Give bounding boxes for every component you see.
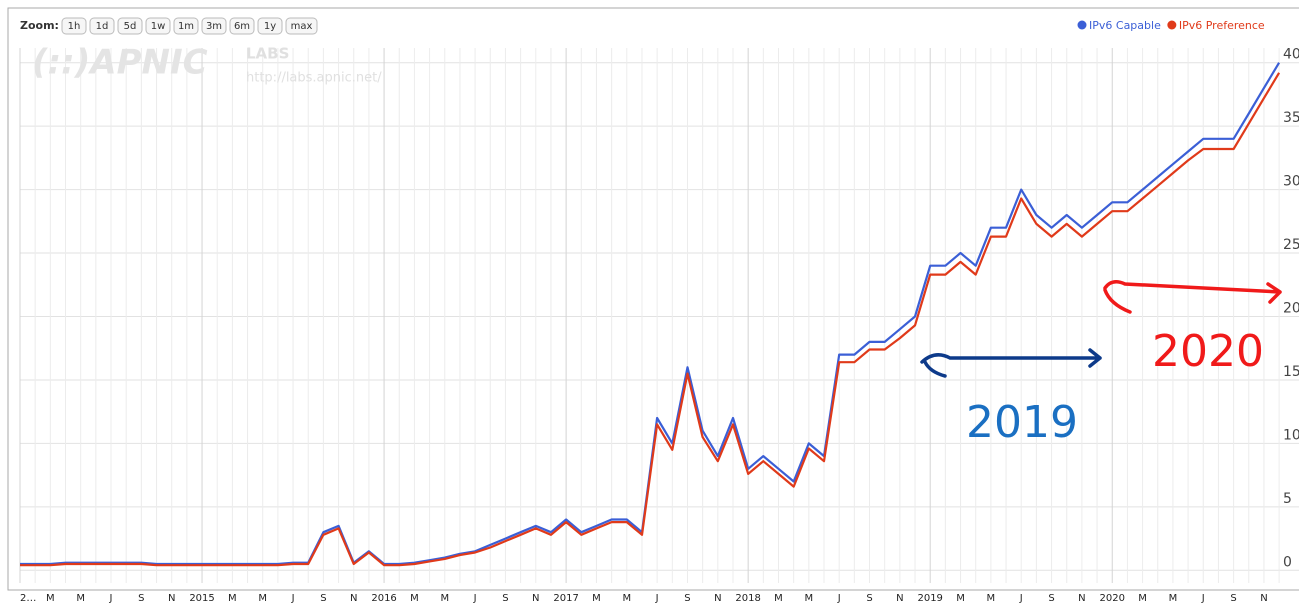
zoom-button[interactable]: 5d: [117, 17, 143, 35]
zoom-button-box: [285, 17, 318, 35]
legend-marker: [1077, 20, 1087, 30]
zoom-label: Zoom:: [20, 19, 59, 32]
zoom-button-box: [89, 17, 115, 35]
x-tick-label: N: [1078, 593, 1085, 604]
zoom-button[interactable]: 1d: [89, 17, 115, 35]
x-tick-label: N: [350, 593, 357, 604]
legend-label: IPv6 Preference: [1179, 19, 1265, 32]
x-tick-label: 2…: [20, 593, 36, 604]
x-tick-label: M: [774, 593, 783, 604]
x-tick-label: N: [532, 593, 539, 604]
x-tick-label: S: [1230, 593, 1236, 604]
chart-frame: [7, 7, 1299, 591]
x-tick-label: J: [1201, 593, 1205, 604]
x-tick-label: 2018: [735, 593, 760, 604]
zoom-button[interactable]: 1y: [257, 17, 283, 35]
x-tick-label: J: [837, 593, 841, 604]
zoom-button-box: [201, 17, 227, 35]
x-tick-label: M: [258, 593, 267, 604]
watermark-labs: LABS: [246, 45, 289, 63]
y-tick-label: 40: [1283, 47, 1299, 63]
zoom-button-label: 1w: [151, 21, 166, 32]
x-tick-label: 2016: [371, 593, 396, 604]
x-tick-label: S: [320, 593, 326, 604]
x-tick-label: M: [622, 593, 631, 604]
grid: 0 5 10 15 20 25 30 35 40 2… M M J S N 2015 M M J S N 2016 M M J S…: [19, 47, 1299, 604]
x-tick-label: N: [1260, 593, 1267, 604]
watermark-url: http://labs.apnic.net/: [246, 71, 382, 86]
y-tick-label: 10: [1283, 427, 1299, 443]
x-tick-label: 2019: [917, 593, 942, 604]
y-tick-label: 25: [1283, 237, 1299, 253]
zoom-button-label: 1d: [96, 21, 109, 32]
x-tick-label: S: [866, 593, 872, 604]
x-tick-label: S: [684, 593, 690, 604]
zoom-button[interactable]: 6m: [229, 17, 255, 35]
x-tick-label: J: [473, 593, 477, 604]
y-tick-label: 30: [1283, 174, 1299, 190]
y-tick-label: 5: [1283, 491, 1292, 507]
zoom-button-label: 3m: [206, 21, 222, 32]
zoom-button[interactable]: 3m: [201, 17, 227, 35]
x-tick-label: M: [592, 593, 601, 604]
x-tick-label: J: [291, 593, 295, 604]
zoom-button-label: 1m: [178, 21, 194, 32]
zoom-button-label: 1h: [68, 21, 81, 32]
zoom-button-label: 6m: [234, 21, 250, 32]
x-tick-label: M: [410, 593, 419, 604]
x-tick-label: M: [987, 593, 996, 604]
x-tick-label: 2020: [1100, 593, 1125, 604]
zoom-button-box: [229, 17, 255, 35]
x-tick-label: J: [109, 593, 113, 604]
zoom-button-label: max: [291, 21, 313, 32]
annotation: 2019: [966, 397, 1078, 448]
zoom-button[interactable]: 1m: [173, 17, 199, 35]
y-tick-label: 0: [1283, 554, 1292, 570]
zoom-button-box: [61, 17, 87, 35]
x-tick-label: S: [138, 593, 144, 604]
x-tick-label: N: [714, 593, 721, 604]
plot: [20, 62, 1281, 567]
x-tick-label: S: [502, 593, 508, 604]
x-tick-label: 2015: [189, 593, 214, 604]
y-tick-label: 35: [1283, 110, 1299, 126]
zoom-button-box: [173, 17, 199, 35]
x-tick-label: N: [896, 593, 903, 604]
x-tick-label: M: [76, 593, 85, 604]
watermark-logo: (::)APNIC: [32, 43, 208, 83]
x-tick-label: M: [46, 593, 55, 604]
x-tick-label: M: [228, 593, 237, 604]
zoom-button[interactable]: 1h: [61, 17, 87, 35]
legend-label: IPv6 Capable: [1089, 19, 1161, 32]
x-tick-label: J: [1019, 593, 1023, 604]
zoom-button-label: 1y: [264, 21, 276, 32]
x-tick-label: M: [1138, 593, 1147, 604]
zoom-button[interactable]: max: [285, 17, 318, 35]
zoom-button-box: [117, 17, 143, 35]
zoom-buttons: 1h 1d 5d 1w 1m 3m 6m 1y max: [61, 17, 318, 35]
x-tick-label: N: [168, 593, 175, 604]
zoom-button-box: [257, 17, 283, 35]
x-tick-label: S: [1048, 593, 1054, 604]
arrow-2019: [920, 348, 1102, 378]
x-tick-label: 2017: [553, 593, 578, 604]
series-line: [20, 72, 1281, 567]
zoom-button[interactable]: 1w: [145, 17, 171, 35]
watermark: (::)APNIC LABS http://labs.apnic.net/: [32, 43, 382, 86]
y-tick-label: 15: [1283, 364, 1299, 380]
arrows: [920, 280, 1282, 378]
annotation: 2020: [1152, 326, 1264, 377]
x-tick-label: J: [655, 593, 659, 604]
y-tick-label: 20: [1283, 301, 1299, 317]
x-tick-label: M: [1169, 593, 1178, 604]
x-tick-label: M: [956, 593, 965, 604]
arrow-2020: [1103, 280, 1282, 314]
zoom-button-box: [145, 17, 171, 35]
x-tick-label: M: [805, 593, 814, 604]
legend: IPv6 Capable IPv6 Preference: [1077, 19, 1265, 32]
zoom-button-label: 5d: [124, 21, 137, 32]
x-tick-label: M: [440, 593, 449, 604]
legend-marker: [1167, 20, 1177, 30]
